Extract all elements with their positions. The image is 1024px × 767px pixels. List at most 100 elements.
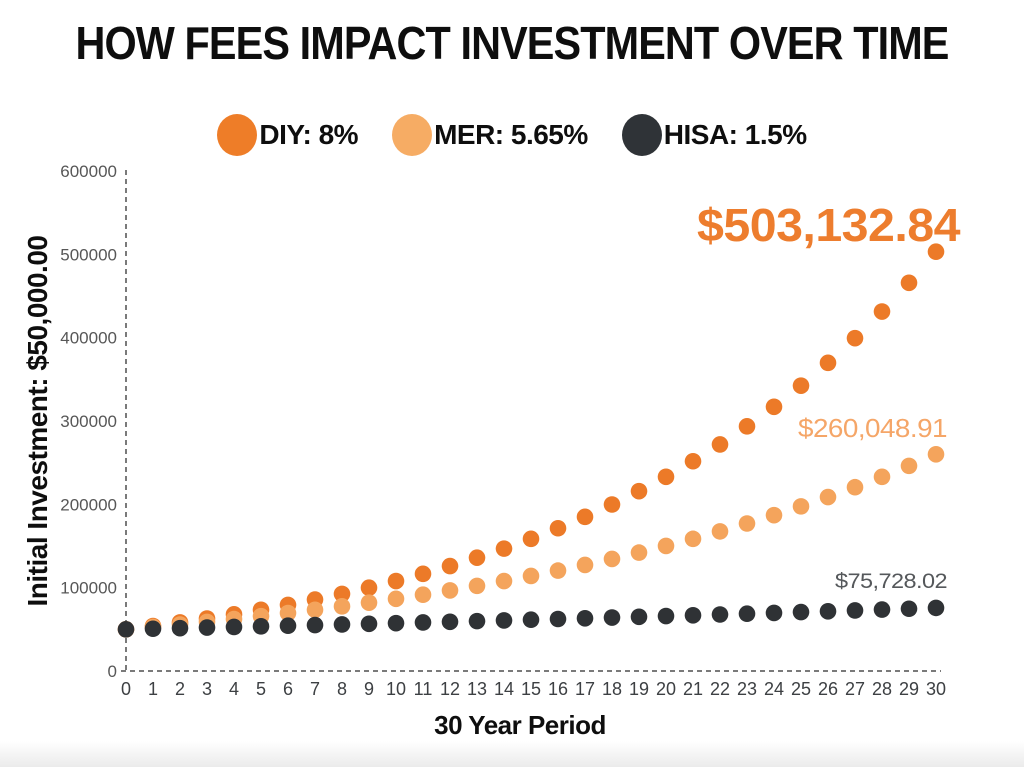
x-tick-label: 10 xyxy=(386,679,406,699)
data-point-mer xyxy=(684,530,702,548)
x-tick-label: 2 xyxy=(175,679,185,699)
data-point-mer xyxy=(576,556,594,574)
x-tick-label: 21 xyxy=(683,679,703,699)
data-point-mer xyxy=(468,577,486,595)
data-point-mer xyxy=(279,604,297,622)
x-tick-label: 18 xyxy=(602,679,622,699)
data-point-hisa xyxy=(225,618,243,636)
data-point-hisa xyxy=(198,619,216,636)
data-point-hisa xyxy=(765,604,783,622)
final-value-label-mer: $260,048.91 xyxy=(798,413,947,443)
x-tick-label: 29 xyxy=(899,679,919,699)
y-tick-label: 200000 xyxy=(60,495,117,514)
legend: DIY: 8% MER: 5.65% HISA: 1.5% xyxy=(0,110,1024,160)
data-point-hisa xyxy=(603,609,621,626)
data-point-mer xyxy=(846,478,864,496)
x-tick-label: 1 xyxy=(148,679,158,699)
data-point-hisa xyxy=(873,601,891,618)
data-point-hisa xyxy=(846,602,864,619)
data-point-hisa xyxy=(117,621,135,638)
data-point-mer xyxy=(630,544,648,561)
data-point-diy xyxy=(684,452,702,470)
data-point-diy xyxy=(549,519,567,537)
x-tick-label: 8 xyxy=(337,679,347,699)
data-point-hisa xyxy=(306,616,324,634)
data-point-hisa xyxy=(495,612,513,629)
legend-label-diy: DIY: 8% xyxy=(259,119,359,150)
data-point-mer xyxy=(549,562,567,579)
data-point-diy xyxy=(873,303,891,320)
x-tick-label: 11 xyxy=(414,679,433,699)
data-point-diy xyxy=(765,398,783,416)
data-point-hisa xyxy=(522,611,540,629)
x-tick-label: 13 xyxy=(467,679,487,699)
y-tick-label: 500000 xyxy=(60,245,117,264)
x-tick-label: 27 xyxy=(845,679,865,699)
data-point-hisa xyxy=(252,618,270,635)
chart-title: HOW FEES IMPACT INVESTMENT OVER TIME xyxy=(75,17,949,69)
x-tick-label: 28 xyxy=(872,679,892,699)
data-point-diy xyxy=(576,508,594,526)
legend-item-hisa: HISA: 1.5% xyxy=(621,114,807,156)
x-tick-label: 16 xyxy=(548,679,568,699)
legend-dot-mer-icon xyxy=(392,114,433,156)
data-point-hisa xyxy=(468,612,486,630)
data-point-hisa xyxy=(657,607,675,625)
data-point-diy xyxy=(333,585,351,603)
x-tick-label: 9 xyxy=(364,679,374,699)
legend-item-mer: MER: 5.65% xyxy=(392,114,588,156)
data-point-diy xyxy=(495,540,513,557)
data-point-mer xyxy=(387,590,405,608)
data-point-hisa xyxy=(711,606,729,623)
data-point-hisa xyxy=(279,617,297,635)
data-point-mer xyxy=(711,523,729,540)
x-tick-label: 24 xyxy=(764,679,784,699)
x-tick-label: 4 xyxy=(229,679,239,699)
data-point-diy xyxy=(360,579,378,597)
final-value-label-diy: $503,132.84 xyxy=(697,199,961,251)
data-point-diy xyxy=(711,436,729,453)
data-point-mer xyxy=(900,457,918,475)
legend-dot-diy-icon xyxy=(217,114,258,156)
data-point-hisa xyxy=(819,602,837,620)
data-point-diy xyxy=(468,549,486,566)
x-tick-label: 5 xyxy=(256,679,266,699)
data-point-mer xyxy=(495,572,513,590)
data-point-hisa xyxy=(144,620,162,638)
data-point-mer xyxy=(603,550,621,568)
data-point-hisa xyxy=(171,619,189,637)
x-tick-label: 20 xyxy=(656,679,676,699)
x-tick-label: 7 xyxy=(310,679,320,699)
data-point-diy xyxy=(603,496,621,513)
x-tick-label: 15 xyxy=(521,679,541,699)
data-point-hisa xyxy=(360,615,378,633)
data-point-hisa xyxy=(333,616,351,633)
data-point-mer xyxy=(360,594,378,611)
data-point-mer xyxy=(765,506,783,524)
x-tick-label: 30 xyxy=(926,679,946,699)
data-point-mer xyxy=(738,515,756,532)
y-tick-label: 300000 xyxy=(60,412,117,431)
data-point-mer xyxy=(414,586,432,604)
data-point-mer xyxy=(333,598,351,615)
data-point-hisa xyxy=(684,606,702,624)
data-point-diy xyxy=(846,329,864,347)
final-value-label-hisa: $75,728.02 xyxy=(835,570,947,593)
x-tick-label: 19 xyxy=(629,679,649,699)
x-tick-label: 23 xyxy=(737,679,757,699)
x-tick-label: 17 xyxy=(575,679,595,699)
data-point-diy xyxy=(657,468,675,486)
data-point-hisa xyxy=(414,614,432,631)
legend-label-mer: MER: 5.65% xyxy=(434,119,588,150)
x-tick-label: 25 xyxy=(791,679,811,699)
data-point-diy xyxy=(630,482,648,500)
data-point-diy xyxy=(738,418,756,435)
data-point-diy xyxy=(414,565,432,583)
data-point-diy xyxy=(522,530,540,548)
data-point-mer xyxy=(927,445,945,463)
x-tick-label: 6 xyxy=(283,679,293,699)
data-point-mer xyxy=(819,488,837,506)
y-tick-label: 600000 xyxy=(60,162,117,181)
data-point-hisa xyxy=(792,603,810,621)
